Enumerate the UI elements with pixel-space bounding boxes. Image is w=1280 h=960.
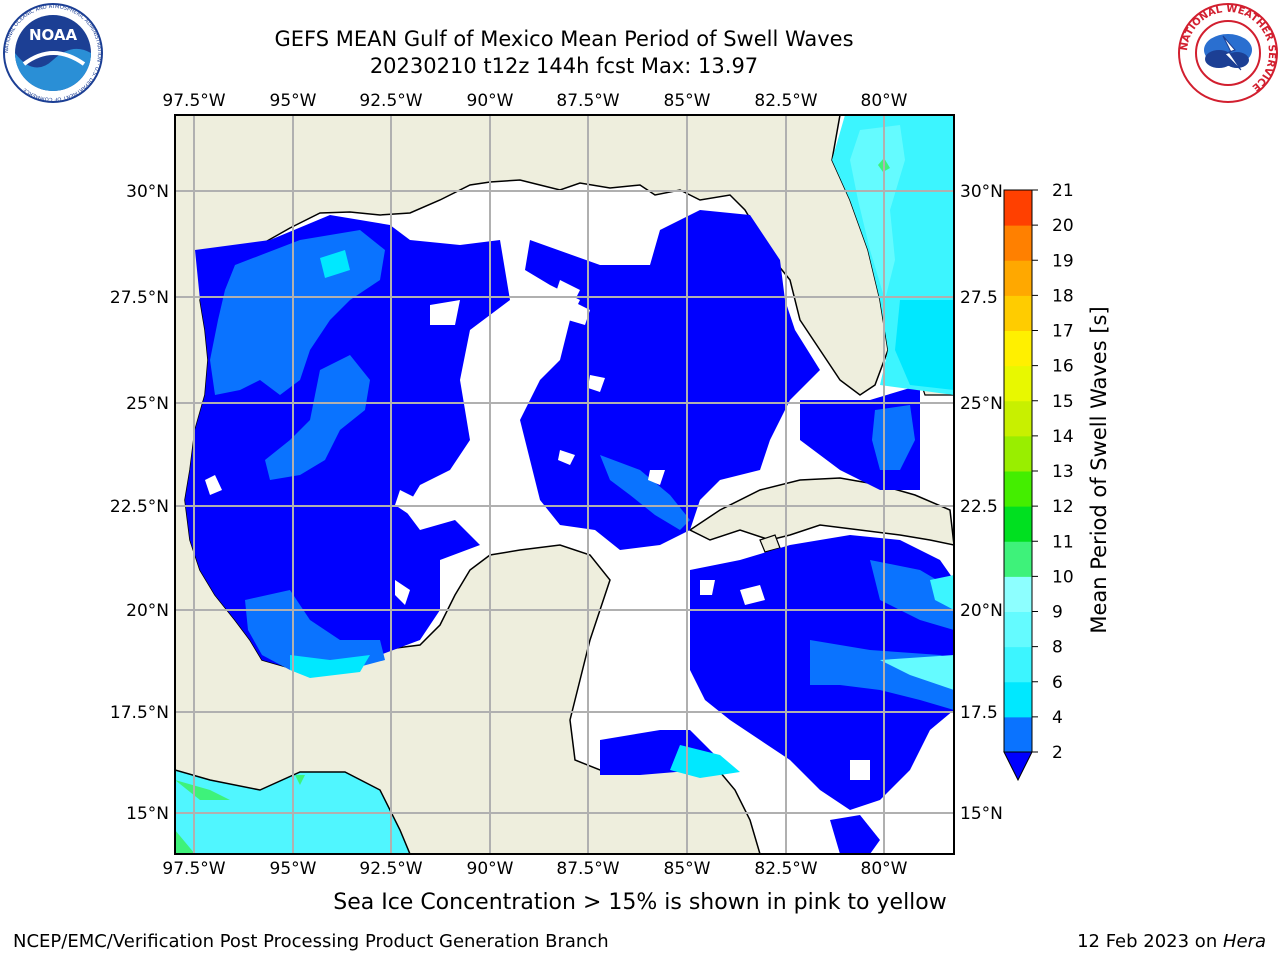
colorbar-extend [1003, 751, 1033, 782]
colorbar-segment [1004, 225, 1032, 261]
colorbar-tick-label: 8 [1052, 638, 1063, 658]
colorbar-tick-label: 14 [1052, 427, 1074, 447]
lat-right-tick: 22.5 [960, 497, 998, 517]
lon-bottom-tick: 82.5°W [754, 859, 817, 879]
map-frame [174, 114, 955, 855]
colorbar-tick-label: 12 [1052, 497, 1074, 517]
colorbar-segment [1004, 716, 1032, 753]
chart-title: GEFS MEAN Gulf of Mexico Mean Period of … [274, 27, 854, 51]
colorbar-segment [1004, 681, 1032, 718]
swell-field [185, 210, 954, 854]
lon-bottom-tick: 92.5°W [359, 859, 422, 879]
lon-bottom-tick: 90°W [467, 859, 514, 879]
colorbar-segment [1004, 190, 1032, 226]
lat-left-tick: 15°N [126, 804, 169, 824]
colorbar-segment [1004, 541, 1032, 577]
footer-date: 12 Feb 2023 on Hera [1077, 931, 1266, 952]
colorbar-segment [1004, 646, 1032, 683]
lat-right-tick: 27.5 [960, 288, 998, 308]
colorbar-label: Mean Period of Swell Waves [s] [1087, 306, 1111, 633]
svg-text:NOAA: NOAA [29, 26, 78, 44]
lon-top-tick: 90°W [467, 91, 514, 111]
colorbar-segment [1004, 330, 1032, 367]
chart-subtitle: 20230210 t12z 144h fcst Max: 13.97 [369, 54, 759, 78]
colorbar-tick-label: 17 [1052, 322, 1074, 342]
colorbar-segment [1004, 260, 1032, 296]
lon-top-tick: 85°W [664, 91, 711, 111]
noaa-logo: NOAA NATIONAL OCEANIC AND ATMOSPHERIC AD… [3, 3, 103, 103]
colorbar-tick-label: 4 [1052, 708, 1063, 728]
graticule [175, 115, 954, 854]
nws-logo: NATIONAL WEATHER SERVICE [1178, 3, 1278, 103]
lat-right-tick: 30°N [960, 182, 1003, 202]
lat-left-tick: 30°N [126, 182, 169, 202]
colorbar-segment [1004, 506, 1032, 542]
lon-bottom-tick: 80°W [861, 859, 908, 879]
lon-bottom-tick: 97.5°W [162, 859, 225, 879]
lon-top-tick: 95°W [270, 91, 317, 111]
lon-top-tick: 82.5°W [754, 91, 817, 111]
colorbar-tick-label: 10 [1052, 567, 1074, 587]
lon-bottom-tick: 87.5°W [556, 859, 619, 879]
colorbar-segment [1004, 611, 1032, 648]
lat-left-tick: 27.5°N [110, 288, 169, 308]
lon-bottom-tick: 85°W [664, 859, 711, 879]
lon-bottom-tick: 95°W [270, 859, 317, 879]
colorbar-tick-label: 19 [1052, 251, 1074, 271]
lat-right-tick: 17.5 [960, 703, 998, 723]
lon-top-tick: 97.5°W [162, 91, 225, 111]
colorbar-tick-label: 15 [1052, 392, 1074, 412]
lon-top-tick: 92.5°W [359, 91, 422, 111]
colorbar: 2 4 6 8 9 10 11 12 13 14 15 16 17 18 19 20 21 [1003, 181, 1074, 782]
colorbar-segment [1004, 471, 1032, 507]
lat-left-tick: 25°N [126, 394, 169, 414]
colorbar-tick-label: 16 [1052, 357, 1074, 377]
colorbar-tick-label: 20 [1052, 216, 1074, 236]
colorbar-tick-label: 13 [1052, 462, 1074, 482]
colorbar-tick-label: 2 [1052, 743, 1063, 763]
lat-left-tick: 17.5°N [110, 703, 169, 723]
colorbar-tick-label: 11 [1052, 532, 1074, 552]
lat-left-tick: 20°N [126, 601, 169, 621]
footer-machine: Hera [1222, 931, 1266, 952]
lat-right-tick: 20°N [960, 601, 1003, 621]
lon-top-tick: 87.5°W [556, 91, 619, 111]
colorbar-segment [1004, 400, 1032, 437]
colorbar-tick-label: 21 [1052, 181, 1074, 201]
lat-right-tick: 15°N [960, 804, 1003, 824]
lat-right-tick: 25°N [960, 394, 1003, 414]
colorbar-segment [1004, 365, 1032, 402]
colorbar-segment [1004, 295, 1032, 331]
lat-left-tick: 22.5°N [110, 497, 169, 517]
footer-date-text: 12 Feb 2023 on [1077, 931, 1223, 952]
sea-ice-note: Sea Ice Concentration > 15% is shown in … [333, 890, 947, 915]
colorbar-tick-label: 9 [1052, 603, 1063, 623]
colorbar-tick-label: 6 [1052, 673, 1063, 693]
colorbar-tick-label: 18 [1052, 286, 1074, 306]
lon-top-tick: 80°W [861, 91, 908, 111]
footer-credit: NCEP/EMC/Verification Post Processing Pr… [13, 931, 609, 952]
colorbar-segment [1004, 576, 1032, 612]
colorbar-segment [1004, 435, 1032, 472]
